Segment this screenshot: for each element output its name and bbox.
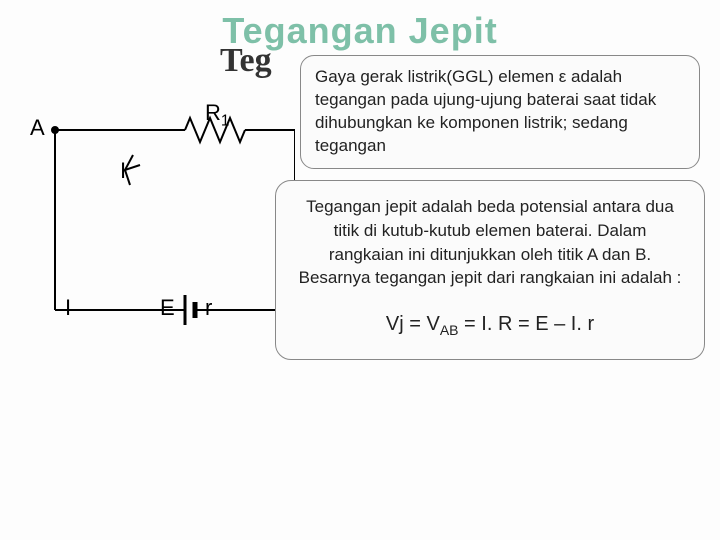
callout-ggl-definition: Gaya gerak listrik(GGL) elemen ε adalah … [300,55,700,169]
label-I-top: I [120,158,126,184]
formula-suffix: = I. R = E – I. r [459,313,595,335]
circuit-svg [35,100,295,360]
label-I-left: I [65,295,71,321]
label-E: E [160,295,175,321]
label-R1-sub: 1 [221,112,230,129]
formula-sub: AB [440,322,459,338]
label-A: A [30,115,45,141]
page-title-foreground: Teg [220,42,272,80]
callout1-text: Gaya gerak listrik(GGL) elemen ε adalah … [315,67,656,155]
callout-tegangan-jepit: Tegangan jepit adalah beda potensial ant… [275,180,705,360]
page-title-background: Tegangan Jepit [0,10,720,52]
label-R1: R1 [205,100,229,130]
label-R1-letter: R [205,100,221,125]
label-r: r [205,295,212,321]
formula: Vj = VAB = I. R = E – I. r [294,310,686,341]
formula-prefix: Vj = V [386,313,440,335]
callout2-text: Tegangan jepit adalah beda potensial ant… [294,195,686,290]
circuit-diagram: A R1 I I E r [35,100,295,360]
